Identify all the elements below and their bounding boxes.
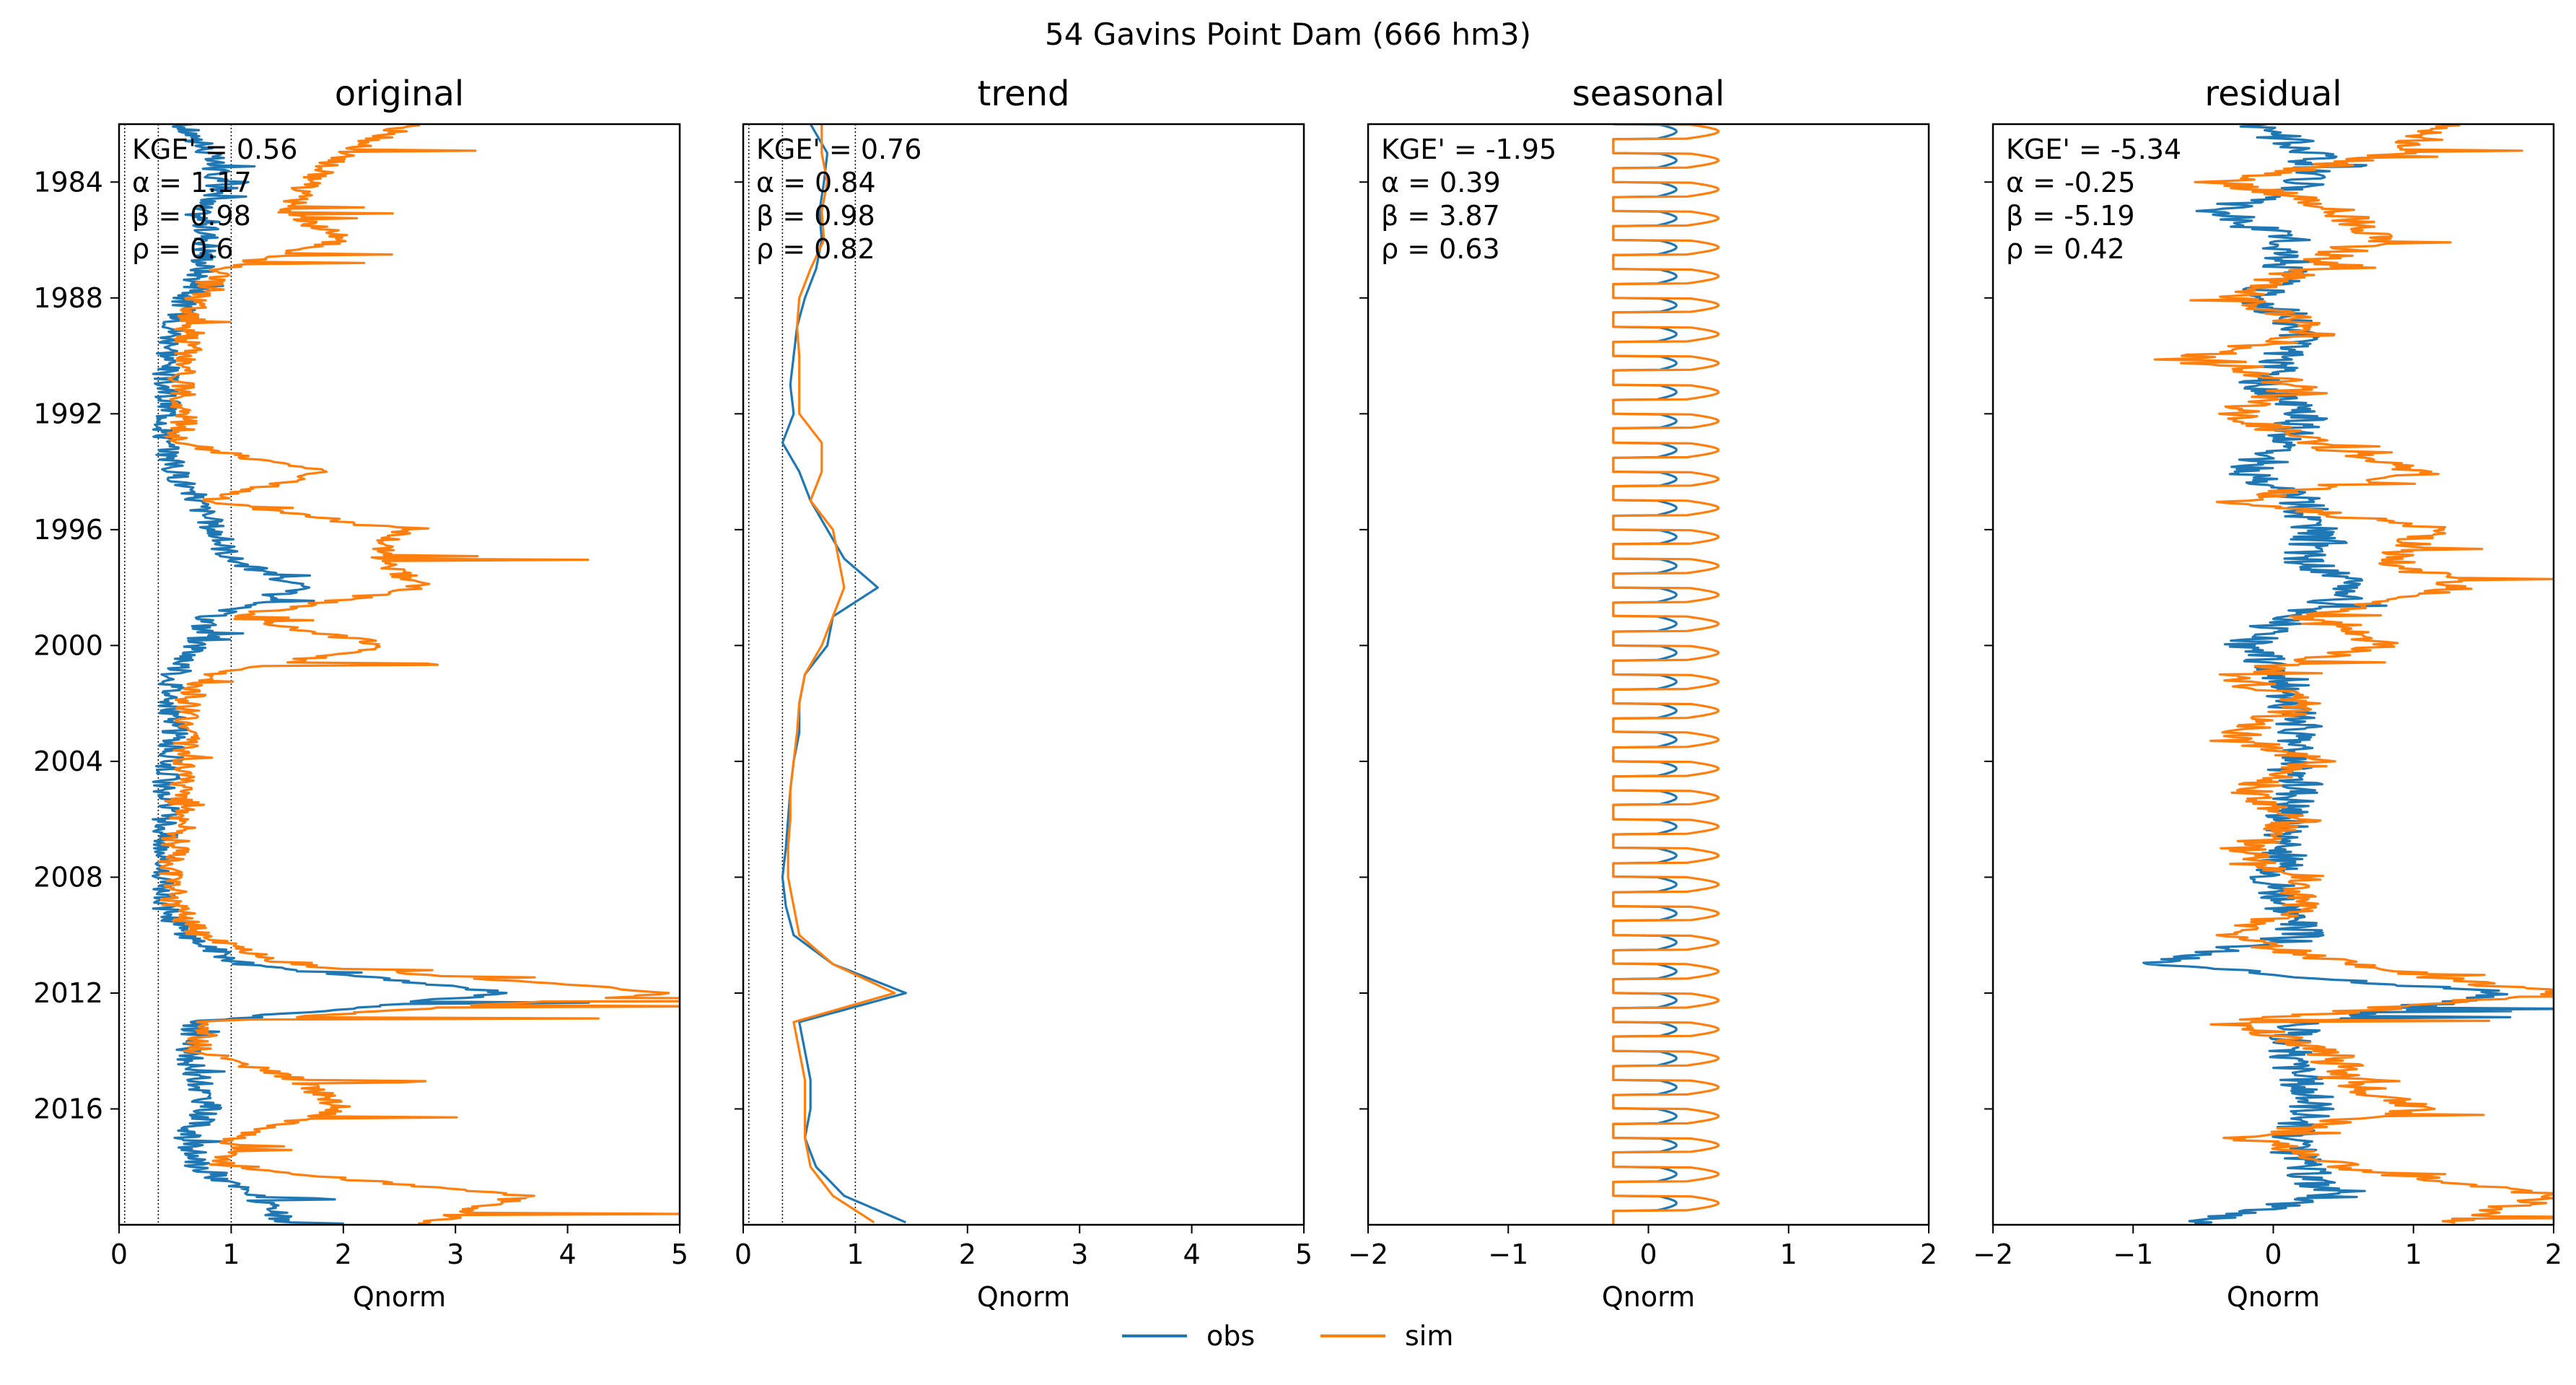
panel-seasonal: seasonal −2 −1 0 1 2 Qnorm KGE' = -1.95α = 0.39… [1348,74,1937,1313]
stat-text-3: ρ = 0.63 [1381,233,1500,265]
x-tick-label: 4 [1183,1238,1201,1270]
stat-text-1: α = 0.84 [756,167,876,198]
axes-frame-trend [742,123,1305,1226]
x-axis-label-seasonal: Qnorm [1602,1281,1695,1313]
x-tick-label: 2 [1920,1238,1937,1270]
x-tick-label: −1 [1488,1238,1528,1270]
x-tick-label: 1 [846,1238,864,1270]
stat-text-0: KGE' = 0.76 [756,134,921,165]
x-tick-label: 1 [1780,1238,1797,1270]
x-tick-label: −2 [1973,1238,2013,1270]
x-tick-label: 1 [222,1238,240,1270]
panel-trend: trend 0 1 2 3 4 5 Qnorm KGE' = 0.76α = 0.84β = 0… [735,74,1313,1313]
x-tick-label: 0 [735,1238,752,1270]
panel-residual: residual −2 −1 0 1 2 Qnorm KGE' = -5.34α = -0.2… [1973,74,2562,1313]
stat-text-3: ρ = 0.6 [132,233,234,265]
x-tick-label: 0 [110,1238,128,1270]
x-axis-label-residual: Qnorm [2227,1281,2320,1313]
stat-text-1: α = 1.17 [132,167,252,198]
x-axis-label-original: Qnorm [353,1281,446,1313]
plot-area-residual [2142,124,2554,1225]
stat-text-2: β = -5.19 [2006,200,2135,232]
stat-text-2: β = 3.87 [1381,200,1500,232]
x-tick-label: 5 [1295,1238,1313,1270]
stat-text-0: KGE' = -5.34 [2006,134,2181,165]
series-line-sim [157,124,680,1225]
plot-area-trend [781,124,907,1224]
x-tick-label: 0 [1639,1238,1657,1270]
stat-text-0: KGE' = 0.56 [132,134,297,165]
y-tick-label: 1996 [33,514,103,546]
stat-text-2: β = 0.98 [756,200,875,232]
stat-text-1: α = -0.25 [2006,167,2135,198]
x-tick-label: 4 [559,1238,577,1270]
x-tick-label: 2 [2545,1238,2562,1270]
y-tick-label: 2012 [33,977,103,1009]
x-tick-label: −1 [2113,1238,2153,1270]
series-line-sim [2153,124,2554,1224]
y-tick-label: 2008 [33,861,103,893]
panel-title-seasonal: seasonal [1572,74,1725,114]
legend-label-sim: sim [1405,1320,1453,1352]
series-line-sim [787,124,896,1224]
x-tick-label: 5 [671,1238,688,1270]
series-line-sim [1612,124,1720,1225]
y-tick-label: 2016 [33,1093,103,1124]
axes-frame-original [118,123,681,1226]
panel-title-original: original [335,74,464,114]
x-tick-label: 3 [1071,1238,1088,1270]
x-axis-label-trend: Qnorm [977,1281,1070,1313]
x-tick-label: 0 [2264,1238,2282,1270]
x-tick-label: 1 [2405,1238,2422,1270]
stat-text-3: ρ = 0.42 [2006,233,2125,265]
x-tick-label: 3 [447,1238,464,1270]
x-tick-label: −2 [1348,1238,1388,1270]
x-tick-label: 2 [959,1238,976,1270]
figure-suptitle: 54 Gavins Point Dam (666 hm3) [1045,17,1531,52]
series-line-obs [2142,124,2554,1225]
x-tick-label: 2 [335,1238,352,1270]
y-tick-label: 2000 [33,629,103,661]
stat-text-3: ρ = 0.82 [756,233,875,265]
legend-label-obs: obs [1206,1320,1255,1352]
legend: obs sim [1122,1320,1453,1352]
plot-area-seasonal [1612,124,1720,1225]
panel-original: original 0 1 2 3 4 5 Qnorm 1984 1988 1992 1996 2000 2… [33,74,688,1313]
y-tick-label: 1988 [33,282,103,314]
stat-text-0: KGE' = -1.95 [1381,134,1556,165]
stat-text-2: β = 0.98 [132,200,251,232]
y-tick-label: 1992 [33,398,103,429]
y-tick-label: 1984 [33,166,103,198]
y-tick-label: 2004 [33,746,103,777]
panel-title-trend: trend [978,74,1070,114]
stat-text-1: α = 0.39 [1381,167,1501,198]
plot-area-original [152,124,680,1225]
panel-title-residual: residual [2204,74,2341,114]
